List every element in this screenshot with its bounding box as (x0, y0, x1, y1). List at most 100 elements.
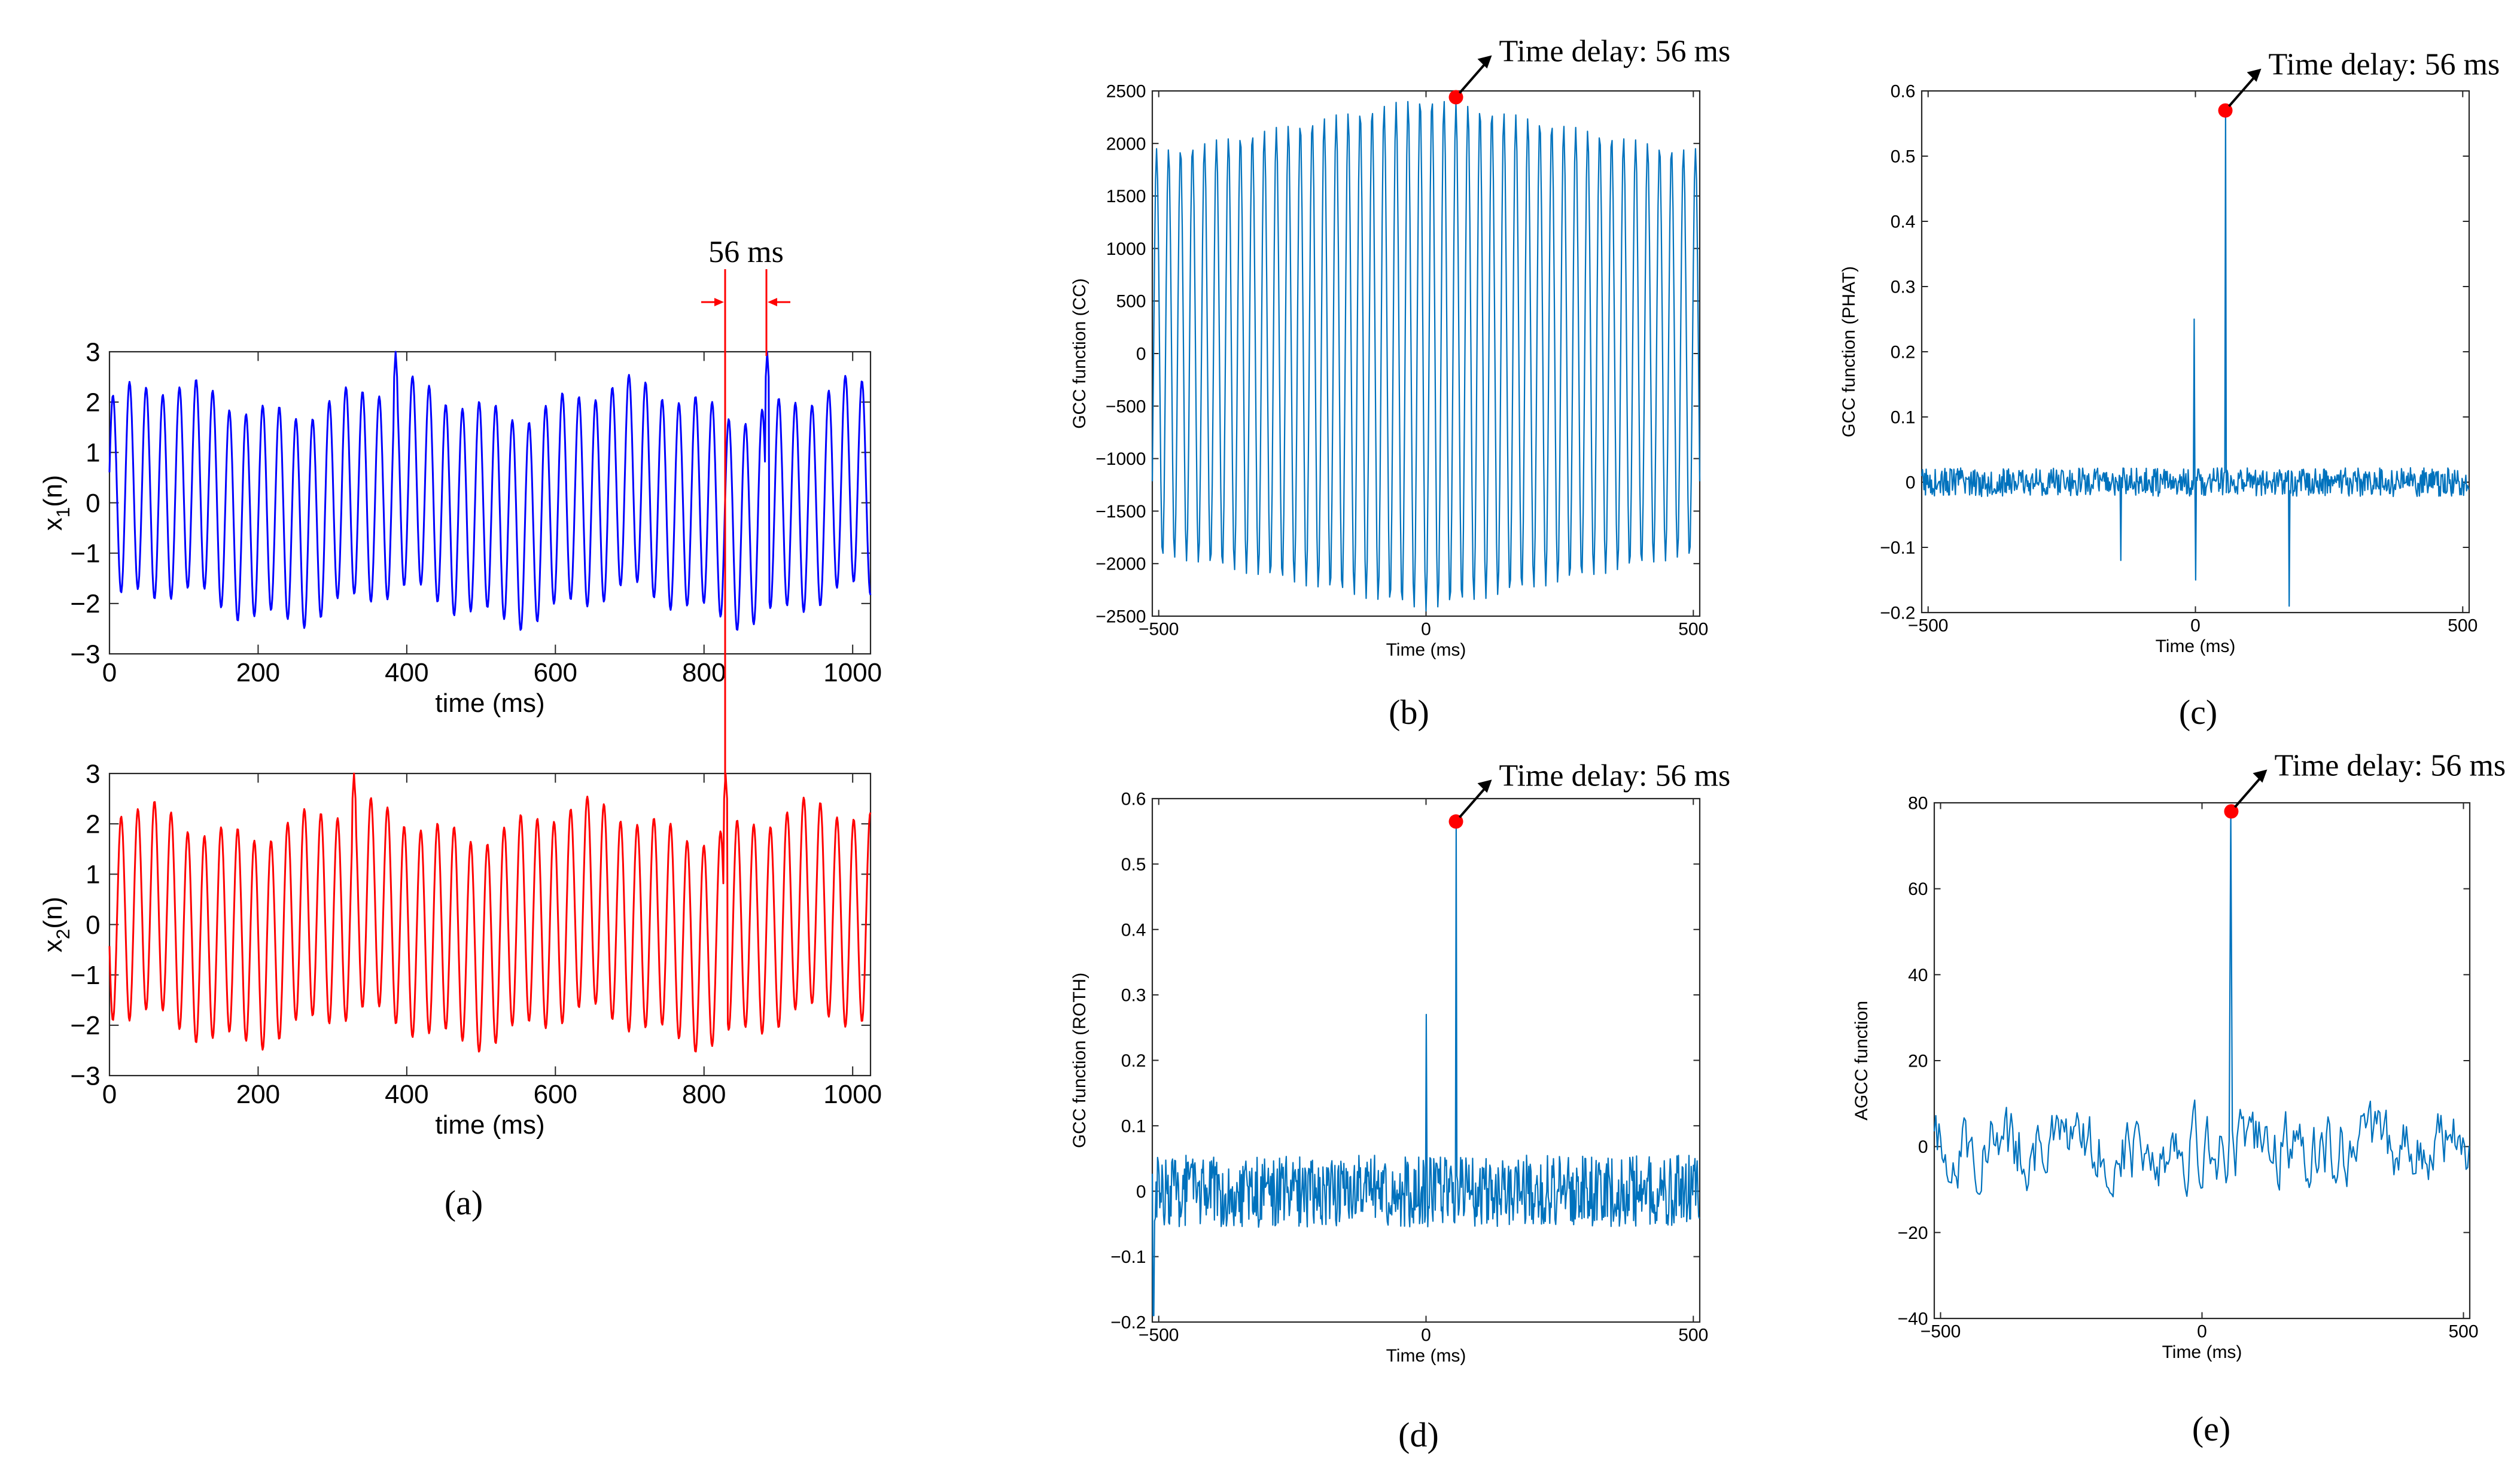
y-axis-label: GCC function (CC) (1070, 278, 1089, 429)
peak-arrowhead (2253, 769, 2268, 783)
chart-d: −500 0 500 −0.2 −0.1 0 0.1 0.2 0.3 0.4 0.5 0.6 Time … (1070, 759, 1730, 1454)
y-tick-label: 2 (86, 388, 100, 418)
x-tick-label: −500 (1921, 1322, 1961, 1342)
y-tick-label: −2 (70, 589, 100, 619)
y-tick-label: 40 (1908, 966, 1928, 985)
panel-label: (b) (1389, 693, 1429, 732)
y-tick-label: −1 (70, 961, 100, 990)
x-axis-label: time (ms) (435, 1110, 544, 1140)
peak-annotation: Time delay: 56 ms (1499, 759, 1731, 793)
peak-annotation: Time delay: 56 ms (1499, 35, 1731, 69)
y-tick-label: 1 (86, 860, 100, 890)
panel-label: (e) (2192, 1409, 2230, 1448)
x-axis-label: Time (ms) (1386, 1346, 1466, 1366)
x-tick-label: 0 (2190, 616, 2201, 636)
x-tick-label: 800 (682, 1080, 726, 1109)
chart-e: −500 0 500 −40 −20 0 20 40 60 80 Time (ms) AGCC fun… (1852, 748, 2506, 1448)
series-line (1921, 109, 2470, 607)
y-tick-label: 0.1 (1891, 408, 1916, 428)
y-tick-label: 0 (1906, 473, 1916, 493)
y-tick-label: 0.1 (1121, 1116, 1146, 1136)
y-tick-label: 2000 (1106, 134, 1146, 154)
y-tick-label: −3 (70, 1061, 100, 1091)
y-tick-label: 0.3 (1891, 278, 1916, 297)
y-axis-label: x1(n) (38, 475, 74, 531)
delay-annotation-label: 56 ms (708, 235, 784, 269)
chart-a1: 0 200 400 600 800 1000 −3 −2 −1 0 1 2 3 time (ms) x1(n… (38, 337, 882, 717)
delay-arrowhead-left (714, 298, 724, 306)
peak-annotation: Time delay: 56 ms (2269, 48, 2500, 82)
x-tick-label: 500 (1678, 1326, 1708, 1345)
x-tick-label: 500 (1678, 620, 1708, 639)
plot-area (1151, 90, 1701, 617)
y-tick-label: 0.4 (1891, 212, 1916, 232)
y-axis-label: x2(n) (38, 897, 74, 952)
peak-marker (1448, 90, 1463, 105)
x-tick-label: 800 (682, 658, 726, 687)
x-axis-label: Time (ms) (1386, 640, 1466, 660)
x-tick-label: 1000 (823, 658, 882, 687)
y-tick-label: 0.5 (1891, 147, 1916, 167)
peak-marker (1448, 814, 1463, 829)
peak-arrowhead (2247, 68, 2262, 82)
peak-arrow (1459, 783, 1490, 818)
y-tick-label: 0 (1136, 345, 1146, 364)
series-line (1151, 821, 1700, 1317)
y-tick-label: 0.2 (1891, 343, 1916, 363)
y-tick-label: −2500 (1095, 607, 1146, 627)
y-tick-label: 3 (86, 759, 100, 788)
y-tick-label: 0 (86, 910, 100, 940)
series-line (1933, 811, 2470, 1198)
y-tick-label: −1 (70, 539, 100, 568)
x-axis-label: Time (ms) (2162, 1342, 2242, 1362)
y-tick-label: 0.5 (1121, 855, 1146, 875)
y-tick-label: 0.4 (1121, 920, 1146, 940)
peak-arrowhead (1477, 779, 1492, 793)
y-axis-label: GCC function (PHAT) (1839, 266, 1859, 437)
x-tick-label: 0 (1421, 1326, 1431, 1345)
y-tick-label: 0.3 (1121, 986, 1146, 1006)
y-tick-label: 0.2 (1121, 1051, 1146, 1071)
y-tick-label: −0.1 (1110, 1247, 1146, 1267)
x-tick-label: 0 (102, 1080, 117, 1109)
peak-arrow (2233, 773, 2265, 808)
y-tick-label: 80 (1908, 794, 1928, 814)
y-tick-label: −500 (1106, 397, 1146, 416)
series-line (108, 772, 872, 1053)
y-tick-label: 20 (1908, 1052, 1928, 1071)
y-tick-label: −0.1 (1880, 538, 1915, 558)
y-axis-label: AGCC function (1852, 1001, 1871, 1120)
y-tick-label: −20 (1898, 1223, 1928, 1243)
x-tick-label: 0 (1421, 620, 1431, 639)
chart-b: −500 0 500 −2500 −2000 −1500 −1000 −500 0 500 1000… (1070, 35, 1730, 732)
panel-label: (a) (445, 1183, 483, 1222)
y-axis-label: GCC function (ROTH) (1070, 973, 1089, 1148)
y-tick-label: −1500 (1095, 502, 1146, 522)
y-tick-label: 3 (86, 337, 100, 367)
series-line (1151, 100, 1701, 612)
y-tick-label: −3 (70, 639, 100, 669)
plot-area (108, 772, 872, 1077)
x-tick-label: 600 (534, 658, 577, 687)
plot-area (108, 351, 872, 655)
panel-label: (c) (2179, 693, 2217, 732)
peak-arrowhead (1477, 55, 1492, 69)
chart-a2: 0 200 400 600 800 1000 −3 −2 −1 0 1 2 3 time (ms) x2(n… (38, 759, 882, 1222)
y-tick-label: 60 (1908, 879, 1928, 899)
y-tick-label: 0 (1918, 1137, 1928, 1157)
y-tick-label: 1000 (1106, 239, 1146, 259)
x-tick-label: −500 (1908, 616, 1949, 636)
y-tick-label: −0.2 (1110, 1313, 1146, 1333)
x-axis-label: Time (ms) (2156, 636, 2236, 656)
y-tick-label: 2 (86, 810, 100, 839)
delay-arrowhead-right (768, 298, 777, 306)
y-tick-label: −2000 (1095, 555, 1146, 574)
x-tick-label: −500 (1139, 620, 1179, 639)
x-tick-label: 200 (236, 658, 280, 687)
chart-c: −500 0 500 −0.2 −0.1 0 0.1 0.2 0.3 0.4 0.5 0.6 Time … (1839, 48, 2500, 732)
x-tick-label: 0 (102, 658, 117, 687)
y-tick-label: 0 (86, 489, 100, 518)
peak-arrow (2228, 72, 2259, 108)
y-tick-label: 0 (1136, 1182, 1146, 1202)
